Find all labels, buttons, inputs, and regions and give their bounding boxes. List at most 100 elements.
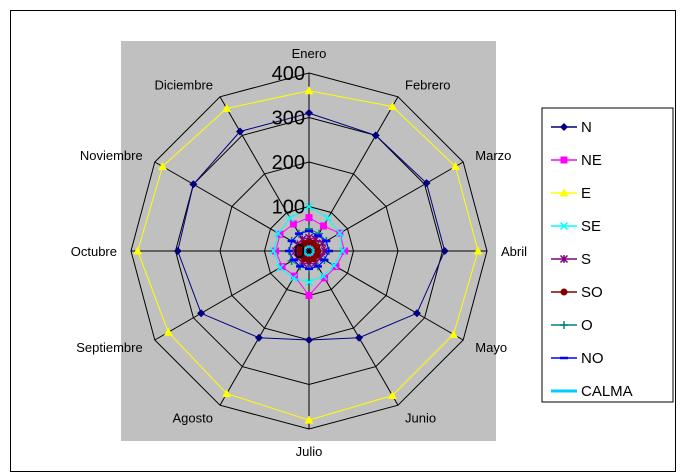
point-ne-0 xyxy=(305,214,313,222)
point-n-0 xyxy=(305,109,313,118)
category-label: Febrero xyxy=(405,78,451,93)
category-label: Octubre xyxy=(71,244,117,259)
point-ne-3 xyxy=(341,247,349,255)
point-e-7 xyxy=(222,389,232,398)
point-e-4 xyxy=(449,329,459,338)
tick-label: 200 xyxy=(272,152,305,174)
point-s-3 xyxy=(320,246,329,256)
point-n-1 xyxy=(371,131,380,140)
series-se xyxy=(269,202,347,287)
point-se-1 xyxy=(323,214,332,223)
point-e-1 xyxy=(387,101,397,110)
series-layer xyxy=(133,86,483,424)
point-se-8 xyxy=(276,263,285,272)
legend-marker xyxy=(559,254,569,264)
category-label: Enero xyxy=(292,46,327,61)
point-se-3 xyxy=(338,246,347,256)
point-se-10 xyxy=(274,229,283,238)
spoke-2 xyxy=(308,161,464,252)
category-label: Abril xyxy=(501,244,527,259)
point-n-5 xyxy=(355,333,364,342)
legend-marker xyxy=(559,188,569,197)
legend-marker xyxy=(560,321,568,329)
point-e-6 xyxy=(304,415,314,424)
legend-marker xyxy=(560,156,568,164)
category-label: Agosto xyxy=(173,410,213,425)
series-calma xyxy=(303,245,315,257)
point-se-0 xyxy=(304,202,314,211)
legend-item-se: SE xyxy=(551,218,601,235)
point-e-3 xyxy=(473,246,483,255)
legend-label: SE xyxy=(581,218,601,235)
legend-label: NE xyxy=(581,152,602,169)
legend-marker xyxy=(559,221,569,231)
point-se-6 xyxy=(304,278,314,287)
point-se-7 xyxy=(289,273,298,283)
point-e-8 xyxy=(163,327,173,336)
category-label: Junio xyxy=(405,410,436,425)
point-se-5 xyxy=(319,272,328,281)
legend-label: E xyxy=(581,185,591,202)
point-n-8 xyxy=(197,309,206,318)
series-no xyxy=(284,229,334,271)
category-label: Mayo xyxy=(475,340,507,355)
series-line-calma xyxy=(303,245,315,257)
point-se-9 xyxy=(269,246,278,256)
legend-item-o: O xyxy=(551,317,593,334)
point-n-10 xyxy=(189,180,198,189)
category-label: Julio xyxy=(296,444,323,459)
point-n-11 xyxy=(236,127,245,136)
tick-label: 300 xyxy=(272,108,305,130)
radial-tick-labels: 0 100 200 300 400 xyxy=(272,63,305,263)
legend-marker xyxy=(560,123,568,131)
point-n-3 xyxy=(440,247,449,255)
series-s xyxy=(291,233,329,269)
legend-item-n: N xyxy=(551,119,592,136)
series-n xyxy=(173,109,449,344)
point-ne-6 xyxy=(305,292,313,299)
point-n-4 xyxy=(412,309,421,318)
point-e-2 xyxy=(450,161,460,170)
series-so xyxy=(296,238,322,264)
category-labels: Enero Febrero Marzo Abril Mayo Junio Julio Agos… xyxy=(71,46,527,459)
legend-item-so: SO xyxy=(551,284,603,301)
legend-item-no: NO xyxy=(551,350,604,367)
legend: N NE E SE S SO O NO CALMA xyxy=(541,107,674,403)
legend-marker xyxy=(560,288,568,296)
point-e-11 xyxy=(222,103,232,112)
legend-label: NO xyxy=(581,350,604,367)
point-e-0 xyxy=(304,86,314,95)
point-se-11 xyxy=(286,214,295,223)
legend-item-ne: NE xyxy=(551,152,602,169)
point-n-6 xyxy=(305,336,313,344)
point-se-2 xyxy=(335,229,344,238)
legend-label: O xyxy=(581,317,593,334)
chart-frame: Enero Febrero Marzo Abril Mayo Junio Julio Agos… xyxy=(10,10,676,472)
point-se-4 xyxy=(330,261,339,270)
legend-label: CALMA xyxy=(581,383,633,400)
tick-label: 100 xyxy=(272,197,305,219)
point-e-5 xyxy=(387,391,397,400)
category-label: Marzo xyxy=(475,148,511,163)
series-e xyxy=(133,86,483,424)
legend-label: SO xyxy=(581,284,603,301)
legend-label: S xyxy=(581,251,591,268)
legend-label: N xyxy=(581,119,592,136)
point-e-9 xyxy=(133,246,143,255)
legend-item-calma: CALMA xyxy=(551,383,633,400)
point-ne-9 xyxy=(272,247,280,255)
point-n-2 xyxy=(422,179,431,188)
legend-item-s: S xyxy=(551,251,591,268)
point-ne-1 xyxy=(319,222,327,230)
point-e-10 xyxy=(158,161,168,170)
point-so-11 xyxy=(301,239,309,247)
point-ne-11 xyxy=(289,220,297,228)
tick-label: 400 xyxy=(272,63,305,85)
category-label: Diciembre xyxy=(154,78,213,93)
category-label: Septiembre xyxy=(76,340,142,355)
category-label: Noviembre xyxy=(80,148,143,163)
point-n-7 xyxy=(254,333,263,342)
legend-item-e: E xyxy=(551,185,591,202)
tick-label: 0 xyxy=(294,241,305,263)
point-n-9 xyxy=(173,247,182,255)
